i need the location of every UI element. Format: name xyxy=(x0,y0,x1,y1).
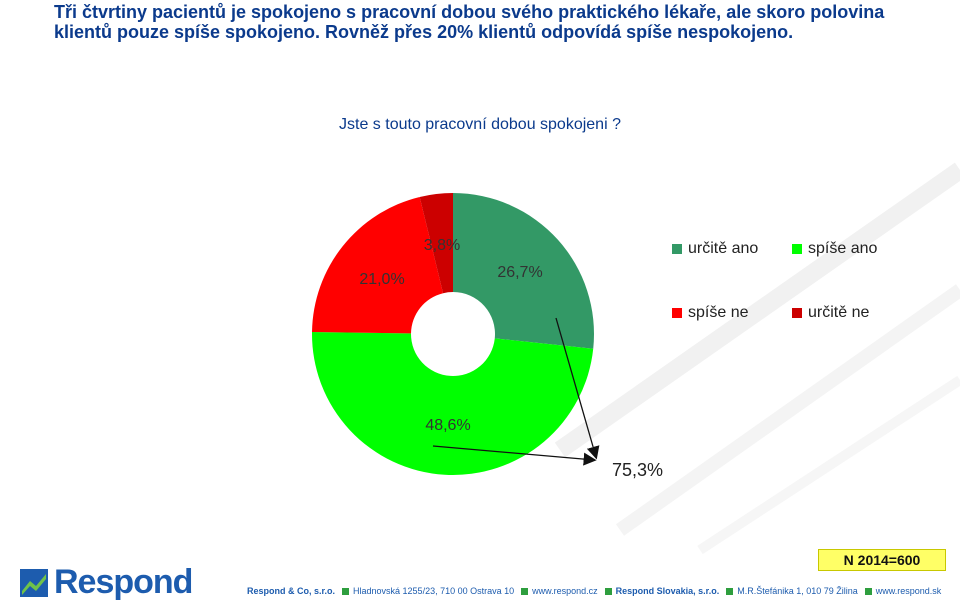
background-decoration xyxy=(554,162,960,555)
data-label-spise-ano: 48,6% xyxy=(425,417,470,434)
slice-spise-ne xyxy=(312,196,444,334)
data-label-urcite-ne: 3,8% xyxy=(424,237,460,254)
legend-label: určitě ne xyxy=(808,304,870,321)
data-label-urcite-ano: 26,7% xyxy=(497,264,542,281)
slice-urcite-ne xyxy=(419,193,453,294)
legend-item-urcite-ano: určitě ano xyxy=(672,240,758,258)
footer-separator-icon xyxy=(521,587,529,595)
footer-separator-icon xyxy=(864,587,872,595)
chart-title: Jste s touto pracovní dobou spokojeni ? xyxy=(339,116,621,133)
slice-spise-ano xyxy=(311,332,594,475)
legend-swatch-icon xyxy=(792,308,802,318)
footer-separator-icon xyxy=(726,587,734,595)
logo-text: Respond xyxy=(54,563,193,601)
data-label-spise-ne: 21,0% xyxy=(359,271,404,288)
footer-company-cz: Respond & Co, s.r.o. xyxy=(247,586,336,596)
legend-label: spíše ano xyxy=(808,240,878,257)
footer-company-sk: Respond Slovakia, s.r.o. xyxy=(615,586,720,596)
logo-mark-icon xyxy=(20,568,48,597)
footer-address-sk: M.R.Štefánika 1, 010 79 Žilina xyxy=(737,586,858,596)
legend-label: spíše ne xyxy=(688,304,749,321)
legend-item-spise-ne: spíše ne xyxy=(672,304,748,322)
slice-urcite-ano xyxy=(453,193,594,349)
respond-logo: Respond xyxy=(20,563,193,602)
footer-web-cz[interactable]: www.respond.cz xyxy=(532,586,598,596)
legend-swatch-icon xyxy=(672,244,682,254)
annotation-total: 75,3% xyxy=(612,460,663,480)
annotation-arrow-top xyxy=(555,317,600,460)
footer-address-cz: Hladnovská 1255/23, 710 00 Ostrava 10 xyxy=(353,586,515,596)
legend-item-spise-ano: spíše ano xyxy=(792,240,877,258)
footer: Respond & Co, s.r.o. Hladnovská 1255/23,… xyxy=(247,586,944,596)
headline: Tři čtvrtiny pacientů je spokojeno s pra… xyxy=(54,2,885,42)
annotation-arrow-bottom xyxy=(432,445,597,466)
footer-separator-icon xyxy=(604,587,612,595)
legend-swatch-icon xyxy=(672,308,682,318)
legend-label: určitě ano xyxy=(688,240,759,257)
sample-size-badge: N 2014=600 xyxy=(818,549,946,571)
footer-separator-icon xyxy=(342,587,350,595)
footer-web-sk[interactable]: www.respond.sk xyxy=(875,586,942,596)
legend-item-urcite-ne: určitě ne xyxy=(792,304,869,322)
legend-swatch-icon xyxy=(792,244,802,254)
